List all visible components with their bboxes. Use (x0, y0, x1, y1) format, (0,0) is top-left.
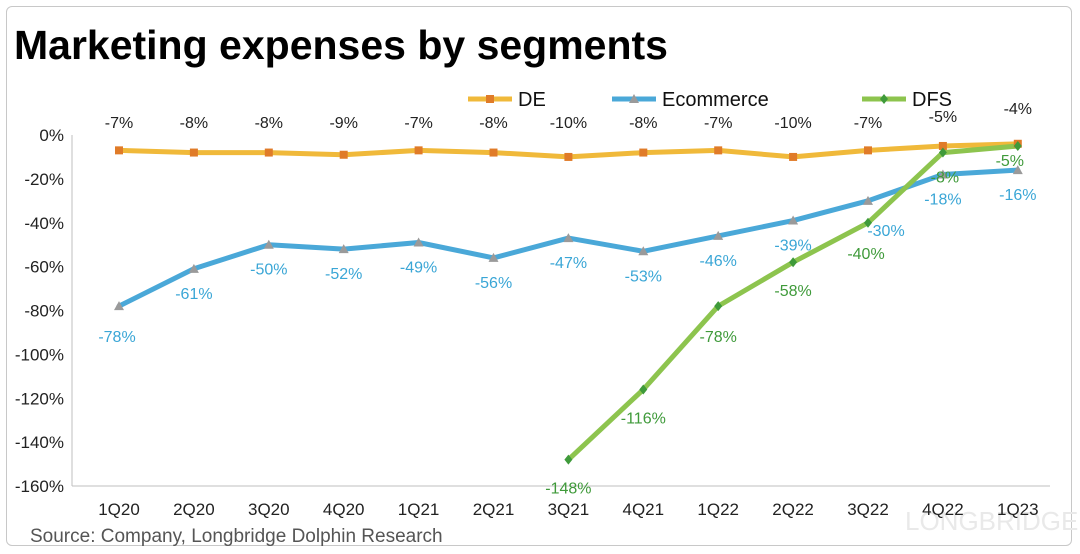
x-tick-label: 2Q21 (473, 500, 515, 519)
data-label-de: -8% (255, 115, 283, 132)
data-label-dfs: -5% (996, 153, 1024, 170)
point-dfs (1013, 140, 1022, 151)
point-ecommerce (713, 230, 724, 240)
data-label-ecommerce: -61% (175, 286, 212, 303)
x-tick-label: 1Q23 (997, 500, 1039, 519)
x-tick-label: 3Q20 (248, 500, 290, 519)
data-label-de: -4% (1004, 101, 1032, 118)
legend-marker-de (486, 95, 494, 103)
legend-marker-ecommerce (629, 94, 639, 103)
point-de (564, 152, 573, 161)
data-label-de: -8% (180, 115, 208, 132)
data-label-ecommerce: -56% (475, 275, 512, 292)
point-dfs (639, 384, 648, 395)
point-de (115, 146, 123, 155)
point-de (789, 152, 798, 161)
point-de (414, 146, 423, 155)
data-label-dfs: -116% (621, 410, 666, 427)
x-tick-label: 1Q22 (697, 500, 739, 519)
point-de (639, 148, 648, 157)
x-tick-label: 4Q22 (922, 500, 964, 519)
data-label-dfs: -78% (700, 329, 737, 346)
watermark-text: LONGBRIDGE (905, 506, 1078, 536)
x-tick-label: 2Q22 (772, 500, 814, 519)
data-label-dfs: -58% (774, 283, 811, 300)
point-ecommerce (863, 195, 873, 205)
data-label-ecommerce: -78% (98, 329, 135, 346)
point-ecommerce (188, 263, 199, 273)
data-label-dfs: -40% (847, 246, 884, 263)
y-tick-label: -80% (24, 302, 64, 321)
y-tick-label: -20% (24, 170, 64, 189)
point-ecommerce (263, 239, 274, 249)
data-label-ecommerce: -49% (400, 259, 437, 276)
point-ecommerce (338, 244, 349, 254)
x-tick-label: 3Q21 (548, 500, 590, 519)
point-ecommerce (488, 252, 499, 262)
data-label-ecommerce: -52% (325, 266, 362, 283)
x-tick-label: 4Q21 (623, 500, 665, 519)
x-tick-label: 1Q20 (98, 500, 140, 519)
data-label-de: -7% (704, 115, 732, 132)
data-label-de: -10% (774, 115, 811, 132)
y-tick-label: -120% (15, 389, 64, 408)
y-tick-label: -140% (15, 433, 64, 452)
legend-marker-dfs (880, 94, 888, 104)
x-tick-label: 3Q22 (847, 500, 889, 519)
data-label-ecommerce: -39% (774, 238, 811, 255)
point-dfs (864, 217, 872, 228)
point-de (864, 146, 872, 155)
point-ecommerce (638, 246, 649, 256)
legend-label-de: DE (518, 89, 546, 111)
data-label-ecommerce: -16% (999, 187, 1036, 204)
data-label-de: -8% (629, 115, 657, 132)
point-ecommerce (563, 233, 574, 243)
source-note: Source: Company, Longbridge Dolphin Rese… (30, 526, 443, 547)
x-tick-label: 1Q21 (398, 500, 440, 519)
data-label-dfs: -8% (931, 170, 959, 187)
chart-title: Marketing expenses by segments (14, 22, 668, 68)
data-label-ecommerce: -47% (550, 255, 587, 272)
data-label-de: -7% (854, 115, 882, 132)
point-de (339, 150, 348, 159)
data-label-dfs: -148% (545, 481, 591, 498)
y-tick-label: -160% (15, 477, 64, 496)
data-label-ecommerce: -30% (867, 223, 904, 240)
point-dfs (564, 454, 573, 465)
y-tick-label: -100% (15, 345, 64, 364)
legend-label-dfs: DFS (912, 89, 952, 111)
x-tick-label: 2Q20 (173, 500, 215, 519)
y-tick-label: -40% (24, 214, 64, 233)
point-ecommerce (1012, 165, 1023, 175)
point-de (714, 146, 723, 155)
data-label-ecommerce: -50% (250, 262, 287, 279)
point-de (189, 148, 198, 157)
point-ecommerce (114, 301, 124, 311)
data-label-de: -8% (479, 115, 507, 132)
data-label-de: -7% (105, 115, 133, 132)
data-label-ecommerce: -46% (700, 253, 737, 270)
x-tick-label: 4Q20 (323, 500, 365, 519)
point-dfs (789, 257, 798, 268)
point-de (264, 148, 273, 157)
data-label-de: -9% (329, 115, 357, 132)
y-tick-label: 0% (39, 126, 64, 145)
data-label-de: -10% (550, 115, 587, 132)
point-ecommerce (788, 215, 799, 225)
point-ecommerce (413, 237, 424, 247)
point-dfs (714, 301, 723, 312)
data-label-de: -7% (404, 115, 432, 132)
point-de (489, 148, 498, 157)
y-tick-label: -60% (24, 258, 64, 277)
data-label-ecommerce: -53% (625, 268, 662, 285)
data-label-de: -5% (929, 109, 957, 126)
legend-label-ecommerce: Ecommerce (662, 89, 769, 111)
point-dfs (938, 147, 947, 158)
data-label-ecommerce: -18% (924, 191, 961, 208)
point-ecommerce (937, 169, 948, 179)
point-de (938, 141, 947, 150)
